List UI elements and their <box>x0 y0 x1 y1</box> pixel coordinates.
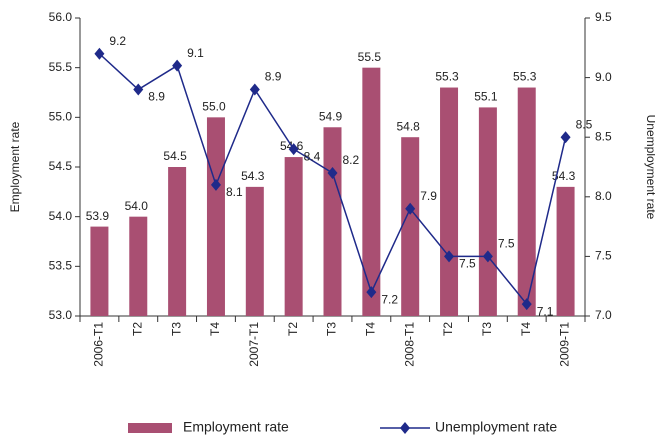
x-tick-label: T4 <box>364 322 378 336</box>
x-tick-label: T3 <box>169 322 183 336</box>
bar <box>129 216 148 316</box>
x-tick-label: T4 <box>208 322 222 336</box>
line-value-label: 8.5 <box>576 117 593 131</box>
bar <box>362 67 381 317</box>
y-tick-label: 53.0 <box>49 308 73 322</box>
line-marker <box>210 178 221 191</box>
y-tick-label: 56.0 <box>49 10 73 24</box>
line-marker <box>94 47 105 60</box>
bar-value-label: 55.1 <box>474 90 498 104</box>
line-marker <box>133 83 144 96</box>
bar-value-label: 54.8 <box>397 119 421 133</box>
bar-value-label: 54.0 <box>125 199 149 213</box>
line-value-label: 8.1 <box>226 185 243 199</box>
legend-label: Unemployment rate <box>435 419 557 435</box>
x-tick-label: 2007-T1 <box>247 322 261 367</box>
bar <box>284 157 303 316</box>
line-marker <box>366 286 377 299</box>
line-value-label: 7.5 <box>459 257 476 271</box>
line-marker <box>482 250 493 263</box>
y2-axis-title: Unemployment rate <box>644 115 655 220</box>
bar <box>556 186 575 316</box>
x-tick-label: T4 <box>519 322 533 336</box>
legend-label: Employment rate <box>183 419 289 435</box>
y2-tick-label: 9.0 <box>595 70 612 84</box>
line-marker <box>249 83 260 96</box>
bar-value-label: 55.3 <box>513 70 537 84</box>
bar-value-label: 54.9 <box>319 109 343 123</box>
line-marker <box>327 166 338 179</box>
x-tick-label: T2 <box>286 322 300 336</box>
bar-value-label: 54.5 <box>163 149 187 163</box>
x-tick-label: 2006-T1 <box>92 322 106 367</box>
bar <box>245 186 264 316</box>
legend-swatch <box>128 423 172 433</box>
line-marker <box>405 202 416 215</box>
y-axis-title: Employment rate <box>8 121 22 212</box>
bar <box>90 226 109 316</box>
line-value-label: 7.5 <box>498 237 515 251</box>
x-tick-label: T2 <box>441 322 455 336</box>
bar <box>401 137 420 316</box>
line-value-label: 9.2 <box>109 34 126 48</box>
line-marker <box>444 250 455 263</box>
bar-value-label: 54.3 <box>241 169 265 183</box>
line-value-label: 7.1 <box>537 304 554 318</box>
bar <box>478 107 497 317</box>
line-value-label: 8.9 <box>148 90 165 104</box>
x-tick-label: T3 <box>325 322 339 336</box>
y2-tick-label: 7.0 <box>595 308 612 322</box>
line-value-label: 8.9 <box>265 70 282 84</box>
bar-value-label: 55.0 <box>202 100 226 114</box>
line-marker <box>288 143 299 156</box>
bar <box>517 87 536 317</box>
bar <box>323 127 342 317</box>
bar <box>168 167 187 316</box>
x-tick-label: T2 <box>130 322 144 336</box>
line-marker <box>172 59 183 72</box>
line-marker <box>521 298 532 311</box>
y2-tick-label: 8.0 <box>595 189 612 203</box>
bar-value-label: 53.9 <box>86 209 110 223</box>
y-tick-label: 55.0 <box>49 110 73 124</box>
bar-value-label: 55.3 <box>435 70 459 84</box>
y2-tick-label: 8.5 <box>595 129 612 143</box>
y-tick-label: 54.0 <box>49 209 73 223</box>
line-value-label: 8.4 <box>304 149 321 163</box>
legend-marker <box>400 422 410 434</box>
x-tick-label: 2009-T1 <box>558 322 572 367</box>
bar <box>440 87 459 317</box>
line-value-label: 8.2 <box>343 153 360 167</box>
bar <box>206 117 225 316</box>
y2-tick-label: 7.5 <box>595 249 612 263</box>
y-tick-label: 53.5 <box>49 259 73 273</box>
y-tick-label: 55.5 <box>49 60 73 74</box>
x-tick-label: T3 <box>480 322 494 336</box>
line-value-label: 9.1 <box>187 46 204 60</box>
line-value-label: 7.9 <box>420 189 437 203</box>
line-value-label: 7.2 <box>381 292 398 306</box>
y2-tick-label: 9.5 <box>595 10 612 24</box>
y-tick-label: 54.5 <box>49 159 73 173</box>
x-tick-label: 2008-T1 <box>402 322 416 367</box>
line-marker <box>560 131 571 144</box>
bar-value-label: 55.5 <box>358 50 382 64</box>
